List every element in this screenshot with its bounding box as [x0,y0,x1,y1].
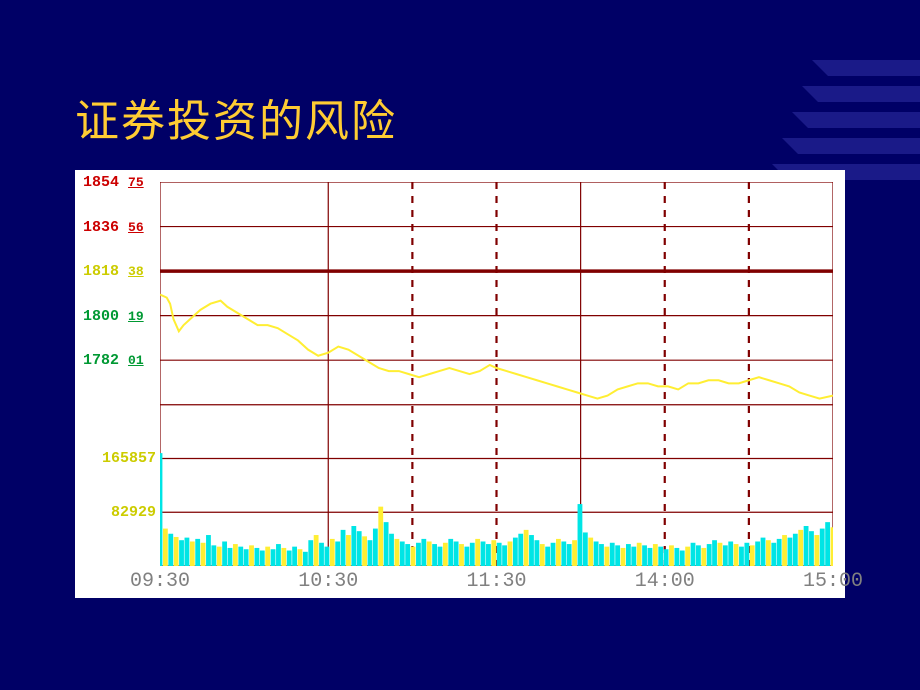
y-axis-labels: 1854 751836 561818 381800 191782 0116585… [83,182,158,566]
x-axis-labels: 09:3010:3011:3014:0015:00 [160,570,833,594]
price-line [160,182,833,566]
chart-plot-area [160,182,833,566]
stock-chart: 1854 751836 561818 381800 191782 0116585… [75,170,845,598]
slide-title: 证券投资的风险 [75,85,397,149]
